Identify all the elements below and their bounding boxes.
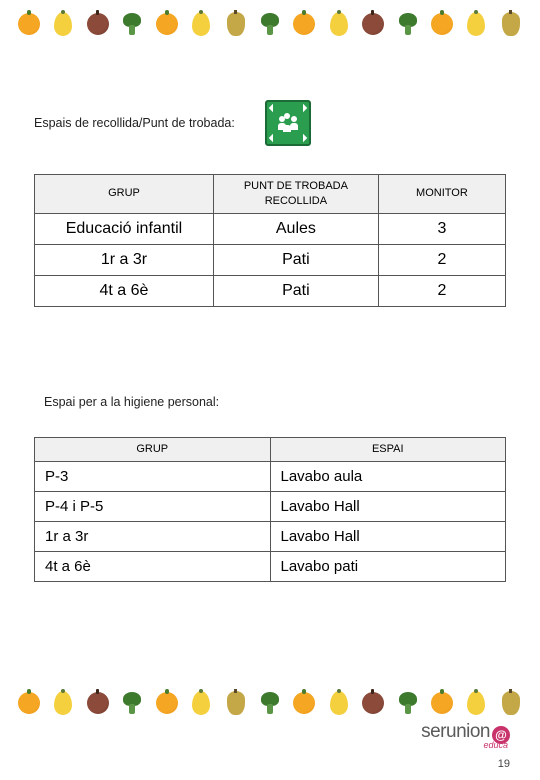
t1-header-grup: GRUP [35, 175, 214, 214]
cell-grup: 1r a 3r [35, 244, 214, 275]
table-row: 1r a 3rPati2 [35, 244, 506, 275]
section2-title: Espai per a la higiene personal: [0, 379, 540, 419]
top-fruit-border [0, 0, 540, 48]
lemon-icon [467, 691, 485, 715]
t1-header-punt-l2: RECOLLIDA [220, 194, 372, 209]
lemon-icon [54, 12, 72, 36]
broccoli-icon [121, 692, 143, 714]
orange-icon [293, 692, 315, 714]
lemon-icon [467, 12, 485, 36]
broccoli-icon [121, 13, 143, 35]
cell-espai: Lavabo pati [270, 551, 506, 581]
lemon-icon [192, 12, 210, 36]
cell-grup: P-3 [35, 461, 271, 491]
cell-espai: Lavabo aula [270, 461, 506, 491]
logo-text: serunion [421, 721, 490, 743]
cell-monitor: 2 [378, 275, 505, 306]
broccoli-icon [259, 692, 281, 714]
apple-icon [362, 13, 384, 35]
orange-icon [18, 692, 40, 714]
pickup-points-table: GRUP PUNT DE TROBADA RECOLLIDA MONITOR E… [34, 174, 506, 307]
cell-grup: 1r a 3r [35, 521, 271, 551]
lemon-icon [330, 12, 348, 36]
orange-icon [431, 13, 453, 35]
table-row: Educació infantilAules3 [35, 213, 506, 244]
pear-icon [502, 691, 520, 715]
logo-badge-icon: @ [492, 726, 510, 744]
orange-icon [156, 692, 178, 714]
cell-grup: 4t a 6è [35, 275, 214, 306]
t2-header-espai: ESPAI [270, 437, 506, 461]
table-row: 1r a 3rLavabo Hall [35, 521, 506, 551]
broccoli-icon [397, 692, 419, 714]
table-row: 4t a 6èPati2 [35, 275, 506, 306]
lemon-icon [54, 691, 72, 715]
assembly-point-icon [265, 100, 311, 146]
table-row: P-3Lavabo aula [35, 461, 506, 491]
footer: serunion @ educa 19 [0, 679, 540, 780]
logo-row: serunion @ educa [0, 721, 540, 754]
t2-header-grup: GRUP [35, 437, 271, 461]
t1-header-monitor: MONITOR [378, 175, 505, 214]
broccoli-icon [259, 13, 281, 35]
orange-icon [156, 13, 178, 35]
cell-punt: Pati [213, 244, 378, 275]
table-row: P-4 i P-5Lavabo Hall [35, 491, 506, 521]
apple-icon [362, 692, 384, 714]
section1-header: Espais de recollida/Punt de trobada: [0, 84, 540, 156]
broccoli-icon [397, 13, 419, 35]
bottom-fruit-border [0, 679, 540, 727]
pear-icon [227, 691, 245, 715]
cell-espai: Lavabo Hall [270, 491, 506, 521]
apple-icon [87, 692, 109, 714]
t1-header-punt-l1: PUNT DE TROBADA [220, 179, 372, 194]
cell-grup: Educació infantil [35, 213, 214, 244]
cell-grup: 4t a 6è [35, 551, 271, 581]
cell-grup: P-4 i P-5 [35, 491, 271, 521]
apple-icon [87, 13, 109, 35]
cell-monitor: 3 [378, 213, 505, 244]
pear-icon [227, 12, 245, 36]
cell-punt: Pati [213, 275, 378, 306]
orange-icon [431, 692, 453, 714]
section1-title: Espais de recollida/Punt de trobada: [34, 116, 235, 130]
page-number: 19 [0, 754, 540, 780]
lemon-icon [330, 691, 348, 715]
cell-monitor: 2 [378, 244, 505, 275]
cell-espai: Lavabo Hall [270, 521, 506, 551]
pear-icon [502, 12, 520, 36]
hygiene-table: GRUP ESPAI P-3Lavabo aulaP-4 i P-5Lavabo… [34, 437, 506, 582]
lemon-icon [192, 691, 210, 715]
serunion-logo: serunion @ [421, 721, 510, 743]
orange-icon [293, 13, 315, 35]
cell-punt: Aules [213, 213, 378, 244]
table-row: 4t a 6èLavabo pati [35, 551, 506, 581]
orange-icon [18, 13, 40, 35]
t1-header-punt: PUNT DE TROBADA RECOLLIDA [213, 175, 378, 214]
